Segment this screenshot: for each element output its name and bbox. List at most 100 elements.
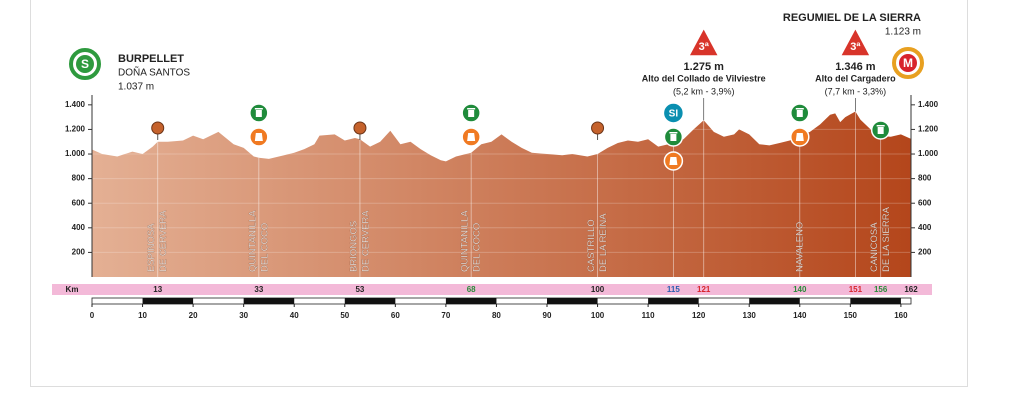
y-tick-label: 400 xyxy=(72,223,86,232)
bin-glyph xyxy=(670,134,677,141)
x-tick-label: 140 xyxy=(793,311,807,320)
feed-glyph xyxy=(669,157,678,165)
climb-detail: (5,2 km - 3,9%) xyxy=(673,86,735,96)
bin-glyph xyxy=(796,110,803,117)
x-tick-label: 50 xyxy=(340,311,349,320)
y2-tick-label: 600 xyxy=(918,198,932,207)
scale-segment xyxy=(547,298,598,304)
x-tick-label: 120 xyxy=(692,311,706,320)
elevation-area xyxy=(92,111,911,277)
km-band-label: 151 xyxy=(849,285,863,294)
scale-segment xyxy=(749,298,800,304)
km-band-label: 68 xyxy=(467,285,476,294)
x-tick-label: 100 xyxy=(591,311,605,320)
x-tick-label: 110 xyxy=(642,311,655,320)
bin-lid xyxy=(467,108,476,110)
x-tick-label: 20 xyxy=(189,311,198,320)
location-icons xyxy=(790,103,810,147)
km-band-label: 121 xyxy=(697,285,711,294)
y2-tick-label: 200 xyxy=(918,248,932,257)
finish-name: REGUMIEL DE LA SIERRA xyxy=(783,12,921,24)
y-tick-label: 200 xyxy=(72,248,86,257)
bin-lid xyxy=(876,125,885,127)
y-tick-label: 800 xyxy=(72,174,86,183)
sprint-icon xyxy=(662,102,685,124)
x-tick-label: 90 xyxy=(543,311,552,320)
start-altitude: 1.037 m xyxy=(118,82,154,93)
scale-segment xyxy=(850,298,901,304)
climb-category: 3ª xyxy=(850,41,861,53)
location-name: DEL COCO xyxy=(472,223,483,272)
x-tick-label: 60 xyxy=(391,311,400,320)
scale-segment xyxy=(648,298,699,304)
x-tick-label: 160 xyxy=(894,311,908,320)
km-band-label: 100 xyxy=(591,285,605,294)
location-icons xyxy=(870,120,891,140)
location-name: QUINTANILLA xyxy=(460,210,471,272)
bin-lid xyxy=(795,108,804,110)
y2-tick-label: 1.000 xyxy=(918,149,939,158)
bin-glyph xyxy=(468,110,475,117)
location-icons xyxy=(461,103,481,147)
climb-altitude: 1.346 m xyxy=(835,61,876,73)
climb-category: 3ª xyxy=(699,41,710,53)
location-icons xyxy=(353,121,367,140)
town-pin xyxy=(353,121,367,135)
start-name: BURPELLET xyxy=(118,53,184,65)
y-tick-label: 1.200 xyxy=(65,125,86,134)
km-band-label: 33 xyxy=(254,285,263,294)
climb-name: Alto del Cargadero xyxy=(815,73,896,83)
km-band-label: 53 xyxy=(355,285,364,294)
location-name: QUINTANILLA xyxy=(247,210,258,272)
km-band-label: 115 xyxy=(667,285,680,294)
location-name: DE LA REINA xyxy=(598,213,609,272)
bin-glyph xyxy=(877,127,884,134)
bin-lid xyxy=(254,108,263,110)
x-tick-label: 0 xyxy=(90,311,95,320)
y-tick-label: 1.000 xyxy=(65,149,86,158)
location-name: NAVALENO xyxy=(794,222,805,272)
y2-tick-label: 1.400 xyxy=(918,100,939,109)
climb-detail: (7,7 km - 3,3%) xyxy=(825,86,887,96)
town-pin xyxy=(151,121,165,135)
x-tick-label: 30 xyxy=(239,311,248,320)
x-tick-label: 80 xyxy=(492,311,501,320)
x-tick-label: 40 xyxy=(290,311,299,320)
y-tick-label: 600 xyxy=(72,198,86,207)
feed-glyph xyxy=(254,133,263,141)
location-name: DE CERVERA xyxy=(360,210,371,272)
climb-icon xyxy=(687,27,720,57)
feed-glyph xyxy=(795,133,804,141)
finish-badge-text: M xyxy=(903,56,913,70)
km-band-label: 13 xyxy=(153,285,162,294)
location-name: DE LA SIERRA xyxy=(881,206,892,272)
km-band xyxy=(52,284,932,295)
climb-altitude: 1.275 m xyxy=(684,61,725,73)
location-icons xyxy=(591,121,605,140)
scale-segment xyxy=(344,298,396,304)
start-badge-text: S xyxy=(81,57,89,71)
location-name: DEL COCO xyxy=(259,223,270,272)
climb-icon xyxy=(839,27,872,57)
start-subtitle: DOÑA SANTOS xyxy=(118,66,190,79)
y2-tick-label: 800 xyxy=(918,174,932,183)
town-pin xyxy=(591,121,605,135)
y2-tick-label: 1.200 xyxy=(918,125,939,134)
location-icons: SI xyxy=(662,102,685,171)
y-tick-label: 1.400 xyxy=(65,100,86,109)
km-band-label: 162 xyxy=(904,285,918,294)
scale-segment xyxy=(243,298,295,304)
scale-bar xyxy=(91,297,912,305)
km-band-label: Km xyxy=(66,285,79,294)
finish-altitude: 1.123 m xyxy=(885,27,921,38)
x-tick-label: 150 xyxy=(844,311,858,320)
sprint-label: SI xyxy=(669,109,679,120)
x-tick-label: 70 xyxy=(441,311,450,320)
location-name: DE CERVERA xyxy=(158,210,169,272)
location-name: BRIONGOS xyxy=(348,221,359,272)
y2-tick-label: 400 xyxy=(918,223,932,232)
feed-glyph xyxy=(467,133,476,141)
km-band-label: 140 xyxy=(793,285,807,294)
finish-badge-inner xyxy=(899,54,917,72)
